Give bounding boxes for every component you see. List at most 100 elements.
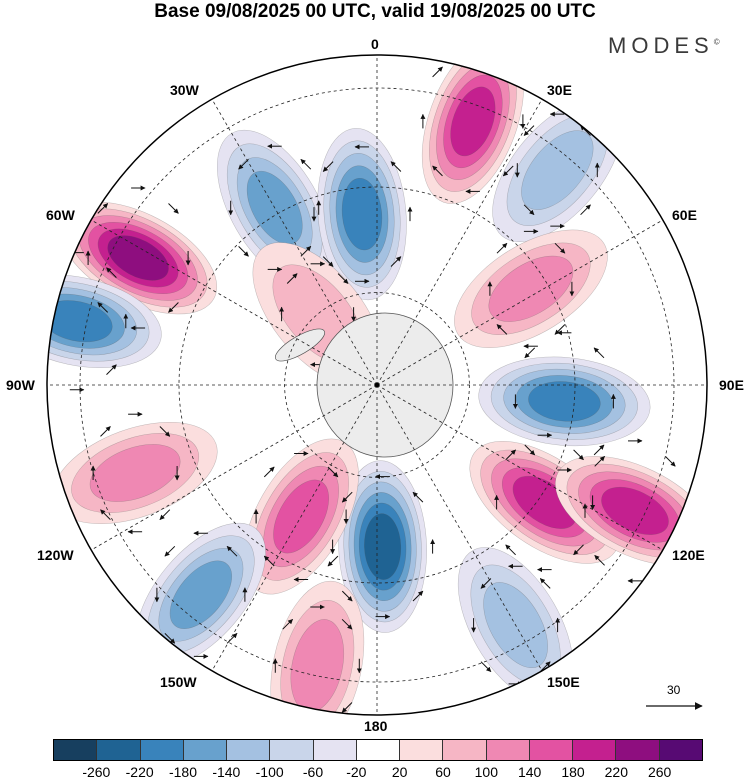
wind-arrow bbox=[594, 456, 605, 467]
wind-arrow bbox=[523, 204, 535, 216]
wind-arrow bbox=[263, 555, 275, 567]
wind-arrow bbox=[496, 324, 508, 335]
wind-arrow bbox=[523, 125, 535, 136]
anomaly-pos-60w bbox=[59, 201, 218, 315]
anomaly-pos-20e bbox=[421, 55, 524, 204]
wind-arrow bbox=[300, 246, 312, 257]
colorbar-swatch bbox=[616, 740, 660, 760]
colorbar-tick-label: -140 bbox=[212, 764, 241, 780]
wind-arrow bbox=[593, 444, 605, 456]
meridian bbox=[211, 99, 378, 386]
wind-arrow bbox=[524, 444, 536, 456]
vector-key: 30 bbox=[640, 682, 710, 722]
anomaly-pos-110w bbox=[52, 422, 218, 524]
colorbar-swatch bbox=[97, 740, 141, 760]
anomaly-neg-140w bbox=[135, 522, 266, 667]
graticule bbox=[47, 55, 707, 715]
meridian bbox=[211, 384, 378, 671]
anomaly-contour bbox=[488, 255, 574, 322]
wind-arrow bbox=[100, 509, 111, 520]
wind-arrow bbox=[47, 364, 48, 375]
wind-arrow bbox=[480, 661, 492, 672]
colorbar bbox=[53, 739, 703, 761]
meridian bbox=[376, 384, 663, 551]
colorbar-swatch bbox=[270, 740, 314, 760]
colorbar-swatch bbox=[400, 740, 444, 760]
colorbar-tick-label: -100 bbox=[255, 764, 284, 780]
wind-arrow bbox=[412, 491, 424, 503]
colorbar-ticks: -260 -220 -180 -140 -100 -60 -20 20 60 100 140 180 2… bbox=[0, 764, 750, 782]
lon-label-60w: 60W bbox=[46, 207, 75, 223]
wind-arrow bbox=[505, 449, 516, 461]
wind-arrow bbox=[665, 456, 676, 467]
colorbar-swatch bbox=[486, 740, 530, 760]
wind-arrow bbox=[341, 590, 353, 602]
wind-arrow bbox=[97, 203, 109, 214]
lon-label-30w: 30W bbox=[170, 82, 199, 98]
wind-arrow bbox=[496, 242, 508, 254]
lon-label-30e: 30E bbox=[547, 82, 572, 98]
wind-arrow bbox=[524, 347, 536, 359]
colorbar-tick-label: 180 bbox=[561, 764, 585, 780]
south-pole-dot bbox=[374, 382, 380, 388]
wind-arrow bbox=[554, 324, 566, 335]
anomaly-contour bbox=[89, 444, 181, 502]
meridian bbox=[91, 219, 378, 386]
lon-label-150w: 150W bbox=[160, 674, 197, 690]
colorbar-tick-label: 260 bbox=[647, 764, 672, 780]
lon-label-90w: 90W bbox=[6, 377, 35, 393]
vector-key-label: 30 bbox=[667, 683, 681, 697]
wind-arrow bbox=[238, 246, 249, 257]
lon-label-60e: 60E bbox=[672, 207, 697, 223]
wind-arrow bbox=[100, 426, 111, 437]
colorbar-tick-label: 20 bbox=[391, 764, 408, 780]
wind-arrow bbox=[47, 267, 48, 278]
colorbar-tick-label: 100 bbox=[474, 764, 499, 780]
wind-arrow bbox=[97, 302, 109, 313]
anomaly-neg-78w bbox=[47, 274, 162, 369]
colorbar-tick-label: -60 bbox=[302, 764, 324, 780]
wind-arrow bbox=[300, 158, 312, 170]
wind-arrow bbox=[159, 426, 171, 437]
wind-arrow bbox=[505, 544, 516, 556]
colorbar-tick-label: 140 bbox=[517, 764, 542, 780]
colorbar-swatch bbox=[227, 740, 271, 760]
wind-arrow bbox=[554, 242, 566, 254]
antarctic-peninsula bbox=[274, 328, 326, 362]
colorbar-swatch bbox=[140, 740, 184, 760]
wind-arrow bbox=[432, 165, 443, 177]
anomaly-contour bbox=[450, 86, 496, 157]
wind-arrow bbox=[432, 66, 443, 78]
wind-arrow bbox=[337, 273, 349, 284]
colorbar-swatch bbox=[356, 740, 401, 760]
colorbar-swatch bbox=[443, 740, 487, 760]
meridian bbox=[376, 219, 663, 386]
wind-arrow bbox=[164, 545, 176, 557]
wind-arrow bbox=[594, 555, 605, 566]
meridian bbox=[376, 99, 543, 386]
lon-label-120w: 120W bbox=[37, 547, 74, 563]
anomaly-contour bbox=[364, 513, 402, 580]
anomaly-contour bbox=[601, 486, 669, 535]
brand-logo: MODES© bbox=[608, 33, 720, 59]
lon-label-120e: 120E bbox=[672, 547, 705, 563]
anomaly-contour bbox=[521, 130, 594, 210]
lon-label-90e: 90E bbox=[719, 377, 744, 393]
colorbar-swatch bbox=[573, 740, 617, 760]
map-frame bbox=[46, 54, 708, 716]
wind-arrow bbox=[341, 702, 353, 713]
brand-text: MODES bbox=[608, 33, 714, 58]
wind-vectors bbox=[47, 66, 688, 713]
colorbar-tick-label: -20 bbox=[346, 764, 367, 780]
wind-arrow bbox=[412, 590, 424, 602]
anomaly-contour bbox=[47, 300, 113, 343]
wind-arrow bbox=[286, 273, 298, 284]
lon-label-0: 0 bbox=[371, 36, 379, 52]
wind-arrow bbox=[327, 555, 339, 567]
meridian bbox=[91, 384, 378, 551]
wind-arrow bbox=[106, 267, 117, 278]
wind-arrow bbox=[480, 578, 492, 589]
wind-arrow bbox=[580, 204, 591, 216]
wind-arrow bbox=[164, 633, 176, 644]
